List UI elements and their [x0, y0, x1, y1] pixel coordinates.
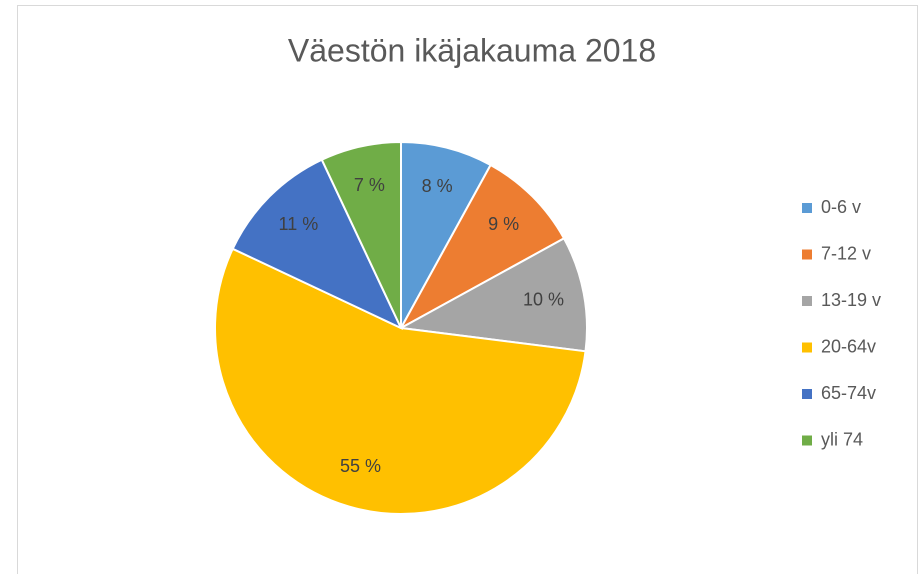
pie-slice	[214, 247, 587, 515]
pie-slice	[398, 163, 566, 331]
legend-label: 20-64v	[821, 336, 876, 356]
pie-slice	[231, 158, 404, 331]
legend-swatch	[802, 435, 812, 446]
legend-label: yli 74	[821, 429, 863, 449]
pie-slice	[400, 140, 492, 329]
data-label: 7 %	[354, 175, 385, 195]
legend-swatch	[802, 249, 812, 260]
pie-slice	[320, 140, 402, 329]
legend-label: 13-19 v	[821, 290, 881, 310]
legend-label: 0-6 v	[821, 197, 861, 217]
legend-label: 7-12 v	[821, 243, 871, 263]
legend-swatch	[802, 296, 812, 306]
data-label: 9 %	[488, 214, 519, 234]
data-label: 8 %	[422, 176, 453, 196]
legend-label: 65-74v	[821, 383, 876, 403]
data-label: 10 %	[523, 290, 564, 310]
legend-swatch	[802, 389, 812, 399]
chart-title: Väestön ikäjakauma 2018	[288, 32, 656, 68]
legend-swatch	[802, 203, 812, 213]
data-label: 55 %	[340, 456, 381, 476]
legend-swatch	[802, 342, 812, 353]
pie-slice	[397, 237, 588, 353]
data-label: 11 %	[279, 214, 319, 234]
